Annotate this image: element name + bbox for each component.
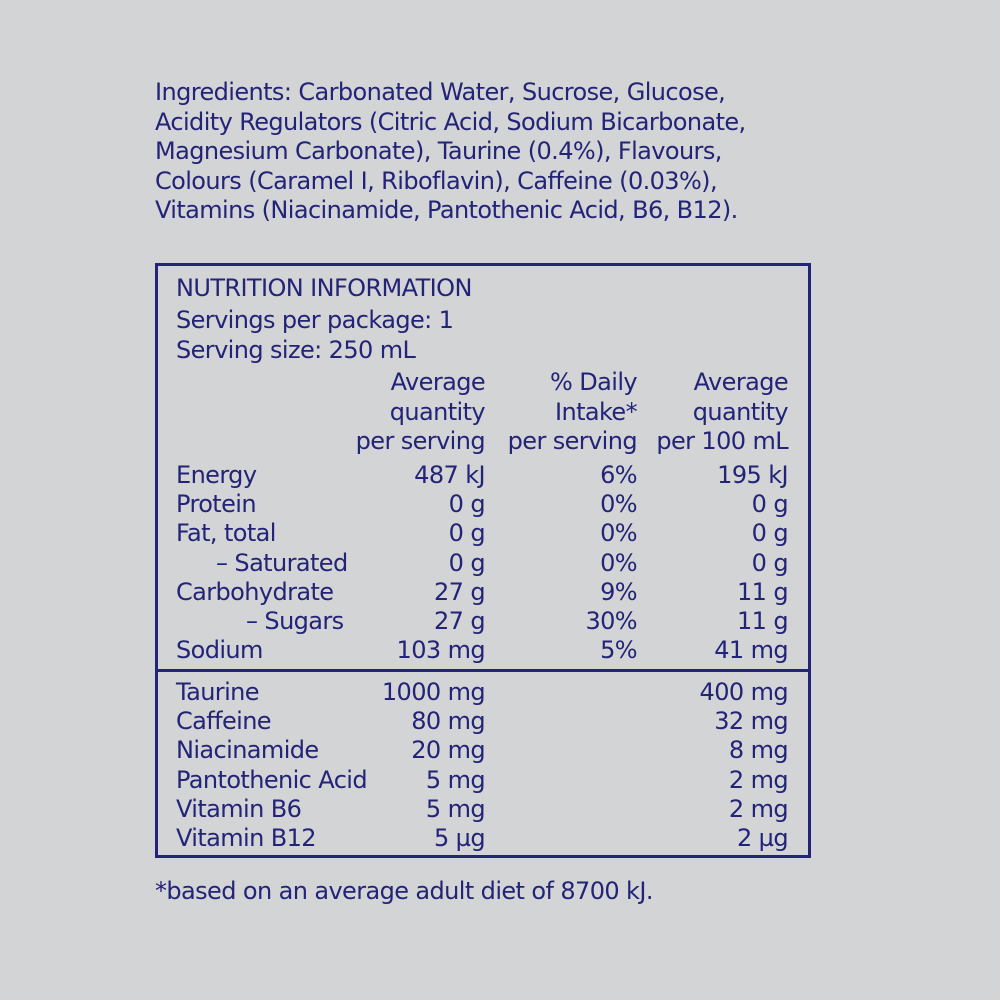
value-per-100ml: 2 mg xyxy=(728,765,789,794)
value-daily-intake: 9% xyxy=(600,577,637,606)
column-header-line: per serving xyxy=(355,427,486,455)
ingredients-line: Magnesium Carbonate), Taurine (0.4%), Fl… xyxy=(155,137,722,165)
serving-size: Serving size: 250 mL xyxy=(176,336,416,364)
table-row: – Sugars 27 g 30% 11 g xyxy=(158,607,808,636)
ingredients-list: Ingredients: Carbonated Water, Sucrose, … xyxy=(155,78,855,226)
value-per-serving: 5 mg xyxy=(425,765,486,794)
value-per-100ml: 0 g xyxy=(751,490,789,519)
value-daily-intake: 0% xyxy=(600,548,637,577)
nutrient-name: Energy xyxy=(176,461,257,489)
column-header-line: per 100 mL xyxy=(656,427,788,455)
table-row: Energy 487 kJ 6% 195 kJ xyxy=(158,461,808,490)
nutrient-name: Niacinamide xyxy=(176,736,319,765)
ingredients-line: Acidity Regulators (Citric Acid, Sodium … xyxy=(155,107,746,136)
table-row: – Saturated 0 g 0% 0 g xyxy=(158,549,808,578)
value-daily-intake: 0% xyxy=(600,519,637,548)
table-row: Protein 0 g 0% 0 g xyxy=(158,490,808,519)
value-per-serving: 0 g xyxy=(448,490,486,519)
table-row: Vitamin B12 5 µg 2 µg xyxy=(158,824,808,853)
table-row: Taurine 1000 mg 400 mg xyxy=(158,678,808,707)
nutrient-rows: Energy 487 kJ 6% 195 kJ Protein 0 g 0% 0… xyxy=(158,461,808,665)
column-header-line: % Daily xyxy=(550,368,638,396)
value-per-100ml: 11 g xyxy=(736,606,789,635)
value-per-serving: 1000 mg xyxy=(381,678,486,706)
column-header-daily-intake: % Daily Intake* per serving xyxy=(507,368,638,457)
value-per-100ml: 41 mg xyxy=(714,636,788,665)
value-per-serving: 20 mg xyxy=(411,736,485,765)
column-header-line: quantity xyxy=(389,397,486,426)
ingredients-line: Vitamins (Niacinamide, Pantothenic Acid,… xyxy=(155,196,738,224)
column-header-line: Intake* xyxy=(554,397,638,426)
column-header-line: per serving xyxy=(507,427,638,455)
table-row: Fat, total 0 g 0% 0 g xyxy=(158,519,808,548)
value-per-serving: 0 g xyxy=(448,548,486,577)
value-per-100ml: 0 g xyxy=(751,519,789,548)
nutrient-name: Fat, total xyxy=(176,519,276,548)
value-per-serving: 27 g xyxy=(433,577,486,606)
nutrient-name: Pantothenic Acid xyxy=(176,765,368,794)
nutrient-name: Carbohydrate xyxy=(176,577,334,606)
table-row: Carbohydrate 27 g 9% 11 g xyxy=(158,578,808,607)
nutrient-name: Taurine xyxy=(176,678,260,706)
value-per-serving: 5 µg xyxy=(433,823,486,852)
footnote: *based on an average adult diet of 8700 … xyxy=(155,877,653,905)
table-row: Pantothenic Acid 5 mg 2 mg xyxy=(158,766,808,795)
value-daily-intake: 30% xyxy=(585,606,637,635)
value-per-100ml: 2 mg xyxy=(728,794,789,823)
value-daily-intake: 0% xyxy=(600,490,637,519)
table-row: Caffeine 80 mg 32 mg xyxy=(158,707,808,736)
value-per-100ml: 195 kJ xyxy=(717,461,788,489)
ingredients-line: Colours (Caramel I, Riboflavin), Caffein… xyxy=(155,166,718,195)
column-header-line: Average xyxy=(390,368,486,396)
value-per-100ml: 0 g xyxy=(751,548,789,577)
nutrition-heading: NUTRITION INFORMATION xyxy=(176,274,472,302)
table-row: Niacinamide 20 mg 8 mg xyxy=(158,736,808,765)
value-per-serving: 487 kJ xyxy=(414,461,485,489)
value-per-serving: 80 mg xyxy=(411,707,485,736)
value-per-100ml: 2 µg xyxy=(736,823,789,852)
servings-per-package: Servings per package: 1 xyxy=(176,306,454,334)
value-per-serving: 103 mg xyxy=(396,636,486,665)
column-header-line: quantity xyxy=(692,397,789,426)
column-header-line: Average xyxy=(693,368,789,396)
nutrition-panel: NUTRITION INFORMATION Servings per packa… xyxy=(155,263,811,858)
column-header-per-100ml: Average quantity per 100 mL xyxy=(656,368,788,457)
value-per-100ml: 400 mg xyxy=(699,678,789,706)
ingredients-line: Ingredients: Carbonated Water, Sucrose, … xyxy=(155,78,726,106)
nutrient-name: Caffeine xyxy=(176,707,272,736)
value-per-serving: 5 mg xyxy=(425,794,486,823)
value-per-100ml: 11 g xyxy=(736,577,789,606)
value-daily-intake: 6% xyxy=(600,461,637,489)
value-per-serving: 27 g xyxy=(433,606,486,635)
nutrient-name: Protein xyxy=(176,490,257,519)
nutrient-name: Vitamin B12 xyxy=(176,823,317,852)
nutrient-name: – Saturated xyxy=(216,548,348,577)
nutrient-name: Vitamin B6 xyxy=(176,794,302,823)
nutrient-name: Sodium xyxy=(176,636,263,665)
value-per-100ml: 32 mg xyxy=(714,707,788,736)
table-row: Vitamin B6 5 mg 2 mg xyxy=(158,795,808,824)
nutrient-name: – Sugars xyxy=(246,606,344,635)
table-divider xyxy=(158,669,808,672)
column-header-per-serving: Average quantity per serving xyxy=(355,368,486,457)
extra-nutrient-rows: Taurine 1000 mg 400 mg Caffeine 80 mg 32… xyxy=(158,678,808,853)
table-row: Sodium 103 mg 5% 41 mg xyxy=(158,636,808,665)
value-per-serving: 0 g xyxy=(448,519,486,548)
value-per-100ml: 8 mg xyxy=(728,736,789,765)
value-daily-intake: 5% xyxy=(600,636,637,665)
